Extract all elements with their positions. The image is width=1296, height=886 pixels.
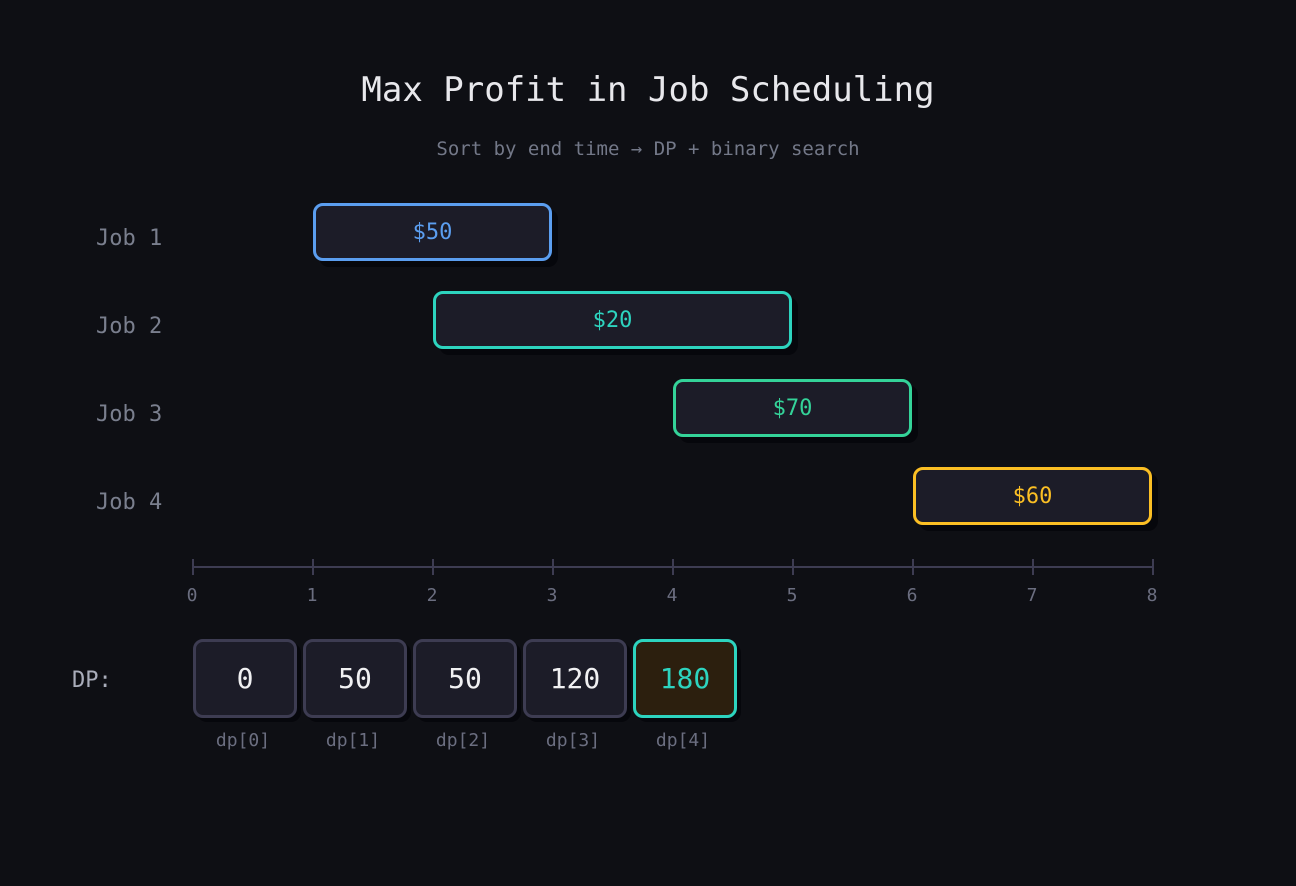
axis-tick-label: 3 xyxy=(546,585,558,606)
axis-tick xyxy=(792,559,794,575)
job-profit: $20 xyxy=(592,307,633,333)
axis-tick-label: 5 xyxy=(786,585,798,606)
dp-value: 180 xyxy=(659,662,711,695)
axis-tick xyxy=(1032,559,1034,575)
job-label: Job 2 xyxy=(96,314,163,339)
dp-cell: 50 xyxy=(413,639,517,718)
dp-index: dp[4] xyxy=(655,730,711,751)
axis-tick-label: 2 xyxy=(426,585,438,606)
axis-tick xyxy=(1152,559,1154,575)
axis-tick-label: 8 xyxy=(1146,585,1158,606)
axis-tick-label: 4 xyxy=(666,585,678,606)
axis-tick xyxy=(552,559,554,575)
job-profit: $70 xyxy=(772,395,813,421)
job-label: Job 3 xyxy=(96,402,163,427)
dp-cell-highlighted: 180 xyxy=(633,639,737,718)
axis-tick-label: 7 xyxy=(1026,585,1038,606)
dp-cell: 50 xyxy=(303,639,407,718)
dp-index: dp[0] xyxy=(215,730,271,751)
dp-value: 0 xyxy=(236,662,254,695)
job-bar: $60 xyxy=(913,467,1152,525)
job-bar: $70 xyxy=(673,379,912,437)
dp-index: dp[1] xyxy=(325,730,381,751)
axis-tick-label: 0 xyxy=(186,585,198,606)
dp-index: dp[3] xyxy=(545,730,601,751)
job-label: Job 1 xyxy=(96,226,163,251)
job-bar: $50 xyxy=(313,203,552,261)
axis-tick xyxy=(312,559,314,575)
axis-tick xyxy=(432,559,434,575)
dp-cell: 120 xyxy=(523,639,627,718)
dp-label: DP: xyxy=(72,668,112,693)
dp-cell: 0 xyxy=(193,639,297,718)
axis-tick xyxy=(192,559,194,575)
dp-value: 50 xyxy=(448,662,482,695)
axis-tick-label: 6 xyxy=(906,585,918,606)
axis-tick xyxy=(912,559,914,575)
dp-value: 120 xyxy=(549,662,601,695)
dp-value: 50 xyxy=(338,662,372,695)
page-title: Max Profit in Job Scheduling xyxy=(361,70,935,110)
axis-tick-label: 1 xyxy=(306,585,318,606)
dp-index: dp[2] xyxy=(435,730,491,751)
job-profit: $60 xyxy=(1012,483,1053,509)
job-profit: $50 xyxy=(412,219,453,245)
subtitle: Sort by end time → DP + binary search xyxy=(436,138,860,160)
job-bar: $20 xyxy=(433,291,792,349)
job-label: Job 4 xyxy=(96,490,163,515)
axis-tick xyxy=(672,559,674,575)
